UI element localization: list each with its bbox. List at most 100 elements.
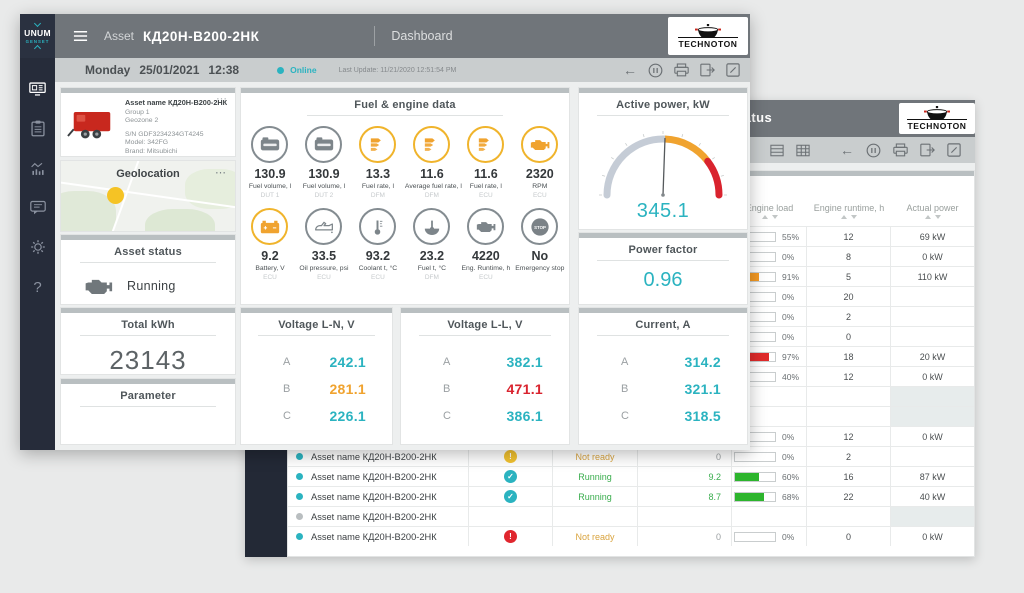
phase-value: 314.2 [684,353,721,370]
asset-group: Group 1 [125,108,150,116]
sort-asc-icon[interactable] [924,215,931,219]
phase-value: 471.1 [506,380,543,397]
back-icon[interactable]: ← [840,142,854,158]
edit-icon[interactable] [726,63,740,77]
list-view-icon[interactable] [770,144,784,157]
metric-value: 0 [638,447,732,466]
metric-oil-pressure: 33.5 Oil pressure, psi ECU [297,208,351,281]
geolocation-card[interactable]: Geolocation ⋯ [60,160,236,232]
load-bar [734,451,776,462]
sidebar-item-reports[interactable] [30,120,45,137]
card-title: Current, A [635,319,691,331]
card-title: Active power, kW [616,99,710,111]
sort-desc-icon[interactable] [934,215,941,219]
fuel-rate-icon [479,137,490,151]
asset-name: Asset name КД20Н-В200-2НК [311,471,437,482]
status-text: Running [553,467,638,486]
card-top-strip [241,88,569,93]
chevron-down-icon [33,19,42,28]
oil-can-icon [314,221,333,234]
total-kwh-value: 23143 [109,345,187,375]
back-icon[interactable]: ← [623,62,637,78]
print-icon[interactable] [674,63,689,77]
check-icon [504,490,517,503]
pause-icon[interactable] [648,63,663,78]
metric-emergency-stop: STOP No Emergency stop [513,208,567,281]
question-icon: ? [33,279,42,296]
export-icon[interactable] [700,63,715,77]
sidebar-item-dashboard[interactable] [29,82,46,96]
asset-dot [296,453,303,460]
sort-desc-icon[interactable] [851,215,857,219]
sort-asc-icon[interactable] [761,215,768,219]
more-menu-icon[interactable]: ⋯ [216,93,228,105]
edit-icon[interactable] [947,143,961,157]
voltage-ln-card: Voltage L-N, V A 242.1 B 281.1 C 226.1 [240,307,393,445]
asset-status-card: Asset status Running [60,234,236,305]
metric-fuel-volume-1: 130.9 Fuel volume, l DUT 1 [243,126,297,199]
power-gauge [599,131,727,199]
fuel-engine-card: Fuel & engine data 130.9 Fuel volume, l … [240,87,570,305]
fuel-temp-icon [424,220,440,235]
nav-dashboard[interactable]: Dashboard [391,29,453,43]
logo-line1: UNUM [24,28,51,38]
header-divider [374,26,376,46]
col-actual-power[interactable]: Actual power [891,203,974,219]
asset-name: Asset name КД20Н-В200-2НК [311,531,437,542]
col-engine-load[interactable]: Engine load [732,203,807,219]
asset-dot [296,513,303,520]
voltage-ll-card: Voltage L-L, V A 382.1 B 471.1 C 386.1 [400,307,570,445]
geolocation-title: Geolocation [116,168,180,180]
metric-value: 9.2 [638,467,732,486]
more-menu-icon[interactable]: ⋯ [215,167,227,179]
sort-desc-icon[interactable] [771,215,778,219]
gauge-arc-normal [603,135,669,199]
metric-fuel-rate-dfm: 13.3 Fuel rate, l DFM [351,126,405,199]
fuel-rate-icon [371,137,382,151]
gauge-arc-warning [664,135,711,164]
asset-serial: S/N GDF3234234GT4245 [125,130,204,138]
table-row[interactable]: Asset name КД20Н-В200-2НК Running 9.2 60… [288,466,974,486]
metric-rpm: 2320 RPM ECU [513,126,567,199]
pause-icon[interactable] [866,143,881,158]
engine-icon [85,279,113,294]
table-row[interactable]: Asset name КД20Н-В200-2НК Running 8.7 68… [288,486,974,506]
online-status: Online [277,65,317,75]
current-card: Current, A A 314.2 B 321.1 C 318.5 [578,307,748,445]
load-bar [734,471,776,482]
phase-row: A 382.1 [443,353,543,370]
metric-fuel-volume-2: 130.9 Fuel volume, l DUT 2 [297,126,351,199]
hamburger-menu-icon[interactable] [73,30,88,42]
sort-asc-icon[interactable] [841,215,847,219]
technoton-wordmark: TECHNOTON [907,119,967,131]
asset-dot [296,493,303,500]
card-title: Voltage L-N, V [278,319,355,331]
sidebar-item-settings[interactable] [30,239,46,255]
unum-genset-logo[interactable]: UNUM GENSET [20,14,55,58]
asset-photo [67,106,117,146]
current-datetime: Monday 25/01/2021 12:38 [85,63,240,77]
table-row[interactable]: Asset name КД20Н-В200-2НК [288,506,974,526]
phase-value: 318.5 [684,407,721,424]
card-top-strip [401,308,569,313]
phase-row: C 226.1 [283,407,366,424]
metric-battery: 9.2 Battery, V ECU [243,208,297,281]
load-bar [734,531,776,542]
col-engine-runtime[interactable]: Engine runtime, h [807,203,891,219]
fuel-rate-icon [425,137,436,151]
asset-name: Asset name КД20Н-В200-2НК [311,511,437,522]
alert-icon [504,530,517,543]
sidebar-item-messages[interactable] [29,200,46,215]
asset-card-name: Asset name КД20Н-В200-2НК [125,98,228,107]
card-top-strip [61,308,235,313]
grid-view-icon[interactable] [796,144,810,157]
export-icon[interactable] [920,143,935,157]
sidebar-item-help[interactable]: ? [33,279,41,296]
card-title: Power factor [628,244,698,256]
sidebar-item-analytics[interactable] [30,161,46,176]
card-top-strip [579,308,747,313]
print-icon[interactable] [893,143,908,157]
table-row[interactable]: Asset name КД20Н-В200-2НК Not ready 0 0%… [288,526,974,546]
genset-trailer-icon [67,111,111,139]
